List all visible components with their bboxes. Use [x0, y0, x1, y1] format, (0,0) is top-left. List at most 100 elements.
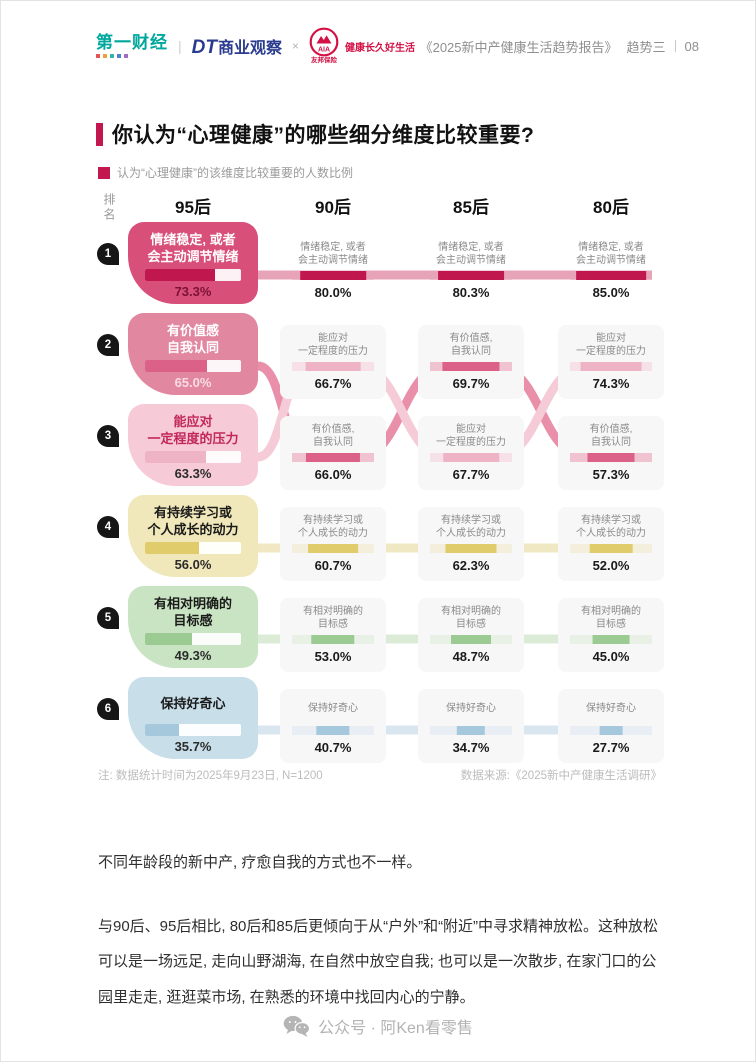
value-bar-fill: [442, 362, 500, 371]
dim-cell-label: 有相对明确的 目标感: [581, 605, 641, 630]
value-label: 48.7%: [452, 649, 490, 664]
value-bar-fill: [587, 453, 635, 462]
value-bar: [292, 453, 374, 462]
column-header-95后: 95后: [175, 198, 211, 217]
dim-cell-label: 有持续学习或 个人成长的动力: [576, 514, 646, 539]
value-bar: [430, 362, 512, 371]
value-label: 53.0%: [314, 649, 352, 664]
value-label: 45.0%: [592, 649, 630, 664]
dim-cell-label: 情绪稳定, 或者 会主动调节情绪: [436, 241, 506, 266]
column-header-80后: 80后: [593, 198, 629, 217]
header-separator: |: [178, 38, 182, 54]
dim-cell: 能应对 一定程度的压力 74.3%: [558, 325, 664, 399]
value-label: 65.0%: [174, 375, 212, 390]
column-header-85后: 85后: [453, 198, 489, 217]
dt-logo-dt: DT: [191, 36, 217, 58]
dim-cell: 能应对 一定程度的压力 66.7%: [280, 325, 386, 399]
value-bar-fill: [305, 362, 361, 371]
page-title: 你认为“心理健康”的哪些细分维度比较重要?: [112, 124, 535, 147]
value-bar: [145, 724, 241, 736]
value-bar-fill: [311, 635, 355, 644]
dim-cell-label: 有相对明确的 目标感: [303, 605, 363, 630]
value-bar: [430, 453, 512, 462]
value-bar: [430, 726, 512, 735]
dim-cell: 情绪稳定, 或者 会主动调节情绪 80.3%: [418, 234, 524, 308]
value-label: 49.3%: [174, 648, 212, 663]
dim-cell-label: 有价值感, 自我认同: [589, 423, 633, 448]
value-bar: [570, 453, 652, 462]
dim-cell-label: 情绪稳定, 或者 会主动调节情绪: [298, 241, 368, 266]
value-label: 27.7%: [592, 740, 630, 755]
value-label: 52.0%: [592, 558, 630, 573]
dim-cell-label: 能应对 一定程度的压力: [298, 332, 368, 357]
rank-badge: 2: [97, 334, 119, 356]
value-bar-fill: [443, 453, 499, 462]
dim-card: 保持好奇心 35.7%: [128, 677, 258, 759]
legend-label: 认为“心理健康”的该维度比较重要的人数比例: [117, 166, 353, 180]
value-bar: [430, 635, 512, 644]
yicai-logo-marks-icon: [96, 54, 168, 58]
dim-cell-label: 有持续学习或 个人成长的动力: [436, 514, 506, 539]
dim-cell: 有相对明确的 目标感 53.0%: [280, 598, 386, 672]
dim-cell: 有价值感, 自我认同 57.3%: [558, 416, 664, 490]
dim-cell-label: 有相对明确的 目标感: [441, 605, 501, 630]
rank-badge: 3: [97, 425, 119, 447]
dim-cell: 有持续学习或 个人成长的动力 60.7%: [280, 507, 386, 581]
value-bar: [292, 362, 374, 371]
aia-sub-label: 友邦保险: [311, 57, 337, 65]
brand-row: 第一财经 | DT商业观察 × AIA 友邦保险 健康: [96, 27, 415, 65]
note-statistics: 注: 数据统计时间为2025年9月23日, N=1200: [98, 770, 323, 782]
value-bar: [292, 726, 374, 735]
value-label: 80.0%: [314, 285, 352, 300]
value-bar-fill: [145, 542, 199, 554]
dim-card-label: 能应对 一定程度的压力: [147, 414, 239, 446]
value-bar-fill: [445, 544, 497, 553]
value-label: 67.7%: [452, 467, 490, 482]
value-label: 60.7%: [314, 558, 352, 573]
dim-cell: 情绪稳定, 或者 会主动调节情绪 80.0%: [280, 234, 386, 308]
value-label: 66.7%: [314, 376, 352, 391]
value-bar: [292, 271, 374, 280]
rank-axis-label: 排名: [102, 193, 116, 223]
page-number: 08: [684, 38, 699, 54]
value-label: 63.3%: [174, 466, 212, 481]
value-bar-fill: [145, 451, 206, 463]
dim-card-label: 保持好奇心: [160, 695, 226, 711]
cross-icon: ×: [291, 39, 299, 53]
value-bar-fill: [589, 544, 633, 553]
value-bar-fill: [576, 271, 646, 280]
dim-cell: 能应对 一定程度的压力 67.7%: [418, 416, 524, 490]
aia-slogan: 健康长久好生活: [345, 42, 415, 54]
dt-logo-text: 商业观察: [217, 39, 282, 57]
legend-swatch-icon: [98, 166, 110, 179]
body-paragraph-2: 与90后、95后相比, 80后和85后更倾向于从“户外”和“附近”中寻求精神放松…: [98, 918, 659, 1006]
body-paragraph-1: 不同年龄段的新中产, 疗愈自我的方式也不一样。: [98, 854, 422, 871]
dim-cell: 保持好奇心 27.7%: [558, 689, 664, 763]
dim-card: 情绪稳定, 或者 会主动调节情绪 73.3%: [128, 222, 258, 304]
value-bar-fill: [592, 635, 630, 644]
value-label: 69.7%: [452, 376, 490, 391]
dim-cell-label: 有价值感, 自我认同: [449, 332, 493, 357]
dim-cell-label: 有价值感, 自我认同: [311, 423, 355, 448]
dim-card-label: 有持续学习或 个人成长的动力: [147, 505, 239, 537]
header: 第一财经 | DT商业观察 × AIA 友邦保险 健康: [96, 25, 699, 67]
dim-cell: 有相对明确的 目标感 45.0%: [558, 598, 664, 672]
value-bar-fill: [580, 362, 642, 371]
value-bar: [570, 362, 652, 371]
dt-logo: DT商业观察: [192, 34, 282, 59]
value-bar: [145, 360, 241, 372]
value-bar-fill: [145, 724, 180, 736]
value-bar-fill: [308, 544, 358, 553]
value-bar-fill: [300, 271, 366, 280]
chart: 排名 95后 90后 85后 80后 1 2 3 4 5 6 情绪稳定, 或者 会主动调节情绪 73.3%…: [89, 191, 669, 767]
aia-logo: AIA 友邦保险 健康长久好生活: [309, 27, 415, 65]
wechat-icon: [283, 1015, 311, 1037]
dim-card: 有相对明确的 目标感 49.3%: [128, 586, 258, 668]
value-label: 34.7%: [452, 740, 490, 755]
dim-card-label: 情绪稳定, 或者 会主动调节情绪: [147, 232, 239, 264]
yicai-logo-text: 第一财经: [96, 33, 168, 52]
dim-cell: 有价值感, 自我认同 66.0%: [280, 416, 386, 490]
title-row: 你认为“心理健康”的哪些细分维度比较重要?: [96, 119, 534, 149]
dim-cell-label: 能应对 一定程度的压力: [576, 332, 646, 357]
dim-card: 能应对 一定程度的压力 63.3%: [128, 404, 258, 486]
